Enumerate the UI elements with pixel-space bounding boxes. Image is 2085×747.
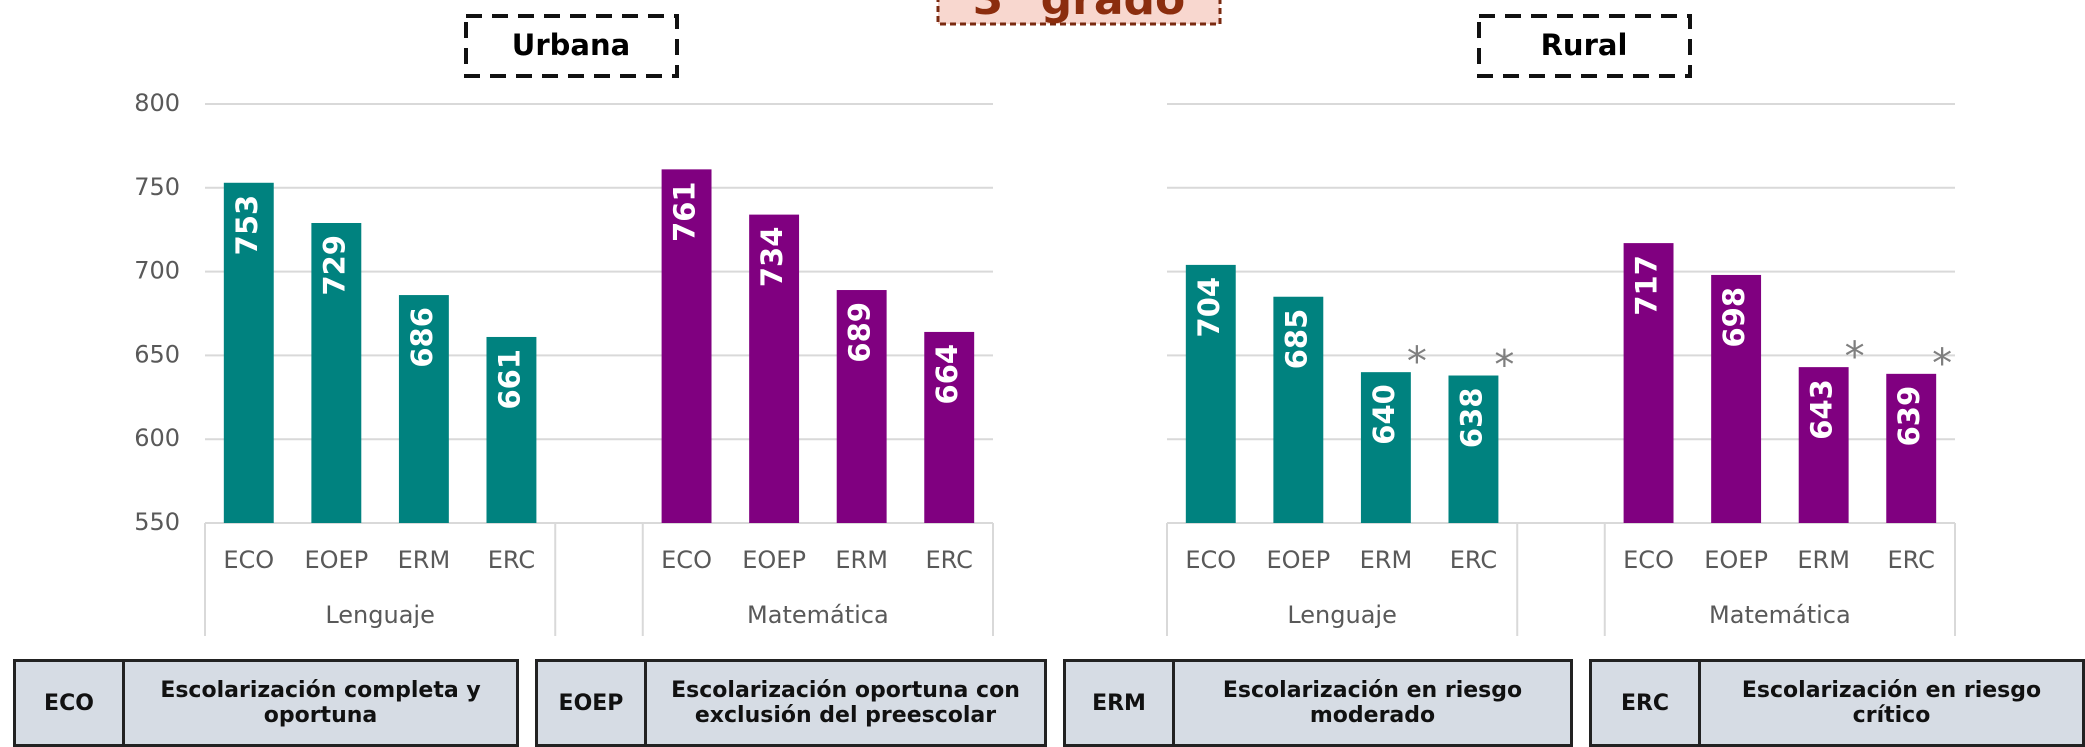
value-label: 685 [1279, 309, 1313, 370]
x-tick-label: EOEP [304, 546, 368, 574]
value-label: 698 [1717, 287, 1751, 348]
bar [1185, 264, 1236, 523]
value-label: 717 [1630, 255, 1664, 316]
value-label: 734 [755, 227, 789, 288]
bar [398, 295, 449, 523]
legend-abbr: ECO [16, 662, 125, 744]
y-tick-label: 750 [134, 173, 180, 201]
legend-text: Escolarización en riesgo moderado [1222, 678, 1523, 728]
x-tick-label: EOEP [742, 546, 806, 574]
y-tick-label: 800 [134, 89, 180, 117]
value-label: 640 [1367, 384, 1401, 445]
value-label: 686 [405, 307, 439, 368]
legend-text: Escolarización completa y oportuna [160, 678, 481, 728]
value-label: 643 [1805, 379, 1839, 440]
header-box [1477, 14, 1692, 78]
bar [1273, 296, 1324, 523]
x-tick-label: ECO [661, 546, 712, 574]
y-tick-label: 600 [134, 424, 180, 452]
chart-title: Urbana [512, 28, 630, 62]
legend-text: Escolarización en riesgo crítico [1741, 678, 2042, 728]
group-label: Matemática [747, 601, 889, 629]
note-label: * [1407, 339, 1427, 385]
value-label: 664 [930, 344, 964, 405]
x-tick-label: EOEP [1704, 546, 1768, 574]
value-label: 639 [1892, 386, 1926, 447]
bar [223, 182, 274, 523]
y-tick-label: 700 [134, 257, 180, 285]
note-label: * [1932, 341, 1952, 387]
legend-item: ERM Escolarización en riesgo moderado [1063, 659, 1573, 747]
x-tick-label: ECO [1185, 546, 1236, 574]
bar [1360, 372, 1411, 523]
note-label: * [1494, 343, 1514, 389]
chart-title: Rural [1541, 28, 1628, 62]
legend-abbr: ERM [1066, 662, 1175, 744]
legend-item: ERC Escolarización en riesgo crítico [1589, 659, 2085, 747]
legend-item: ECO Escolarización completa y oportuna [13, 659, 519, 747]
bar [924, 331, 975, 523]
x-tick-label: ERC [1888, 546, 1935, 574]
x-tick-label: ECO [1623, 546, 1674, 574]
bar [1798, 367, 1849, 523]
value-label: 704 [1192, 277, 1226, 338]
title-box [936, 0, 1222, 26]
bar [836, 290, 887, 523]
bar [1623, 243, 1674, 523]
page-title: 3° grado [973, 0, 1186, 25]
bar [311, 222, 362, 523]
value-label: 661 [492, 349, 526, 410]
x-tick-label: ECO [223, 546, 274, 574]
y-tick-label: 650 [134, 340, 180, 368]
x-tick-label: ERM [1360, 546, 1413, 574]
charts: 3° grado Urbana 550 600 650 700 750 800 Lenguaj… [134, 0, 1956, 636]
x-tick-label: ERC [926, 546, 973, 574]
group-label: Lenguaje [1287, 601, 1397, 629]
legend-abbr: ERC [1592, 662, 1701, 744]
legend-item: EOEP Escolarización oportuna con exclusió… [535, 659, 1047, 747]
bar [1886, 373, 1937, 523]
group-label: Lenguaje [325, 601, 435, 629]
x-tick-label: ERM [398, 546, 451, 574]
note-label: * [1845, 334, 1865, 380]
bar [1711, 274, 1762, 523]
x-tick-label: ERM [1797, 546, 1850, 574]
value-label: 729 [317, 235, 351, 296]
value-label: 638 [1454, 388, 1488, 449]
x-tick-label: ERM [835, 546, 888, 574]
value-label: 689 [843, 302, 877, 363]
legend-abbr: EOEP [538, 662, 647, 744]
x-tick-label: EOEP [1266, 546, 1330, 574]
bar [749, 214, 800, 523]
header-box [464, 14, 679, 78]
bar [661, 169, 712, 523]
bar [486, 336, 537, 523]
legend-text: Escolarización oportuna con exclusión de… [671, 678, 1020, 728]
value-label: 761 [668, 181, 702, 242]
y-tick-label: 550 [134, 508, 180, 536]
bar [1448, 375, 1499, 523]
group-label: Matemática [1709, 601, 1851, 629]
value-label: 753 [230, 195, 264, 256]
x-tick-label: ERC [488, 546, 535, 574]
x-tick-label: ERC [1450, 546, 1497, 574]
